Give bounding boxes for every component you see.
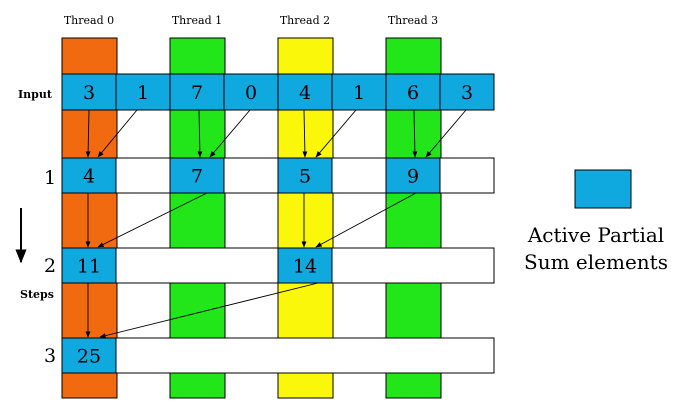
- step-3-label: 3: [44, 345, 56, 367]
- arrow: [302, 109, 308, 158]
- input-cell: [169, 73, 225, 111]
- thread-1-label: Thread 1: [172, 14, 222, 27]
- step-2-label: 2: [44, 255, 56, 277]
- input-row: 3 1 7 0 4 1 6 3: [61, 73, 495, 111]
- legend: Active Partial Sum elements: [524, 169, 668, 274]
- legend-label-line1: Active Partial: [527, 223, 664, 247]
- step-3-cell: [61, 337, 117, 374]
- step-2-cell-value: 14: [293, 256, 317, 278]
- step-1-cell: [385, 157, 441, 194]
- input-cell-value: 1: [353, 82, 365, 104]
- input-cell-value: 1: [137, 82, 149, 104]
- step-1-cell-value: 9: [407, 166, 419, 188]
- arrow: [197, 109, 203, 158]
- step-3-row-outline: [61, 337, 495, 374]
- step-2-cell: [277, 247, 333, 284]
- step-2-row: 11 14: [61, 247, 495, 284]
- legend-swatch: [574, 169, 632, 209]
- step-2-cell: [61, 247, 117, 284]
- input-cell-value: 7: [191, 82, 203, 104]
- input-cell-value: 4: [299, 82, 311, 104]
- thread-2-label: Thread 2: [280, 14, 330, 27]
- input-cell-value: 3: [83, 82, 95, 104]
- step-1-label: 1: [44, 167, 56, 189]
- step-1-row: 4 7 5 9: [61, 157, 495, 194]
- step-3-row: 25: [61, 337, 495, 374]
- input-cell: [223, 73, 279, 111]
- step-1-cell-value: 4: [83, 166, 95, 188]
- step-2-cell-value: 11: [77, 256, 101, 278]
- input-cell: [115, 73, 171, 111]
- steps-label: Steps: [20, 288, 54, 301]
- arrow: [85, 109, 91, 158]
- input-cell-value: 6: [407, 82, 419, 104]
- legend-label-line2: Sum elements: [524, 250, 668, 274]
- step-1-cell: [277, 157, 333, 194]
- arrow: [315, 192, 417, 248]
- input-cell-value: 0: [245, 82, 257, 104]
- step-1-cell-value: 5: [299, 166, 311, 188]
- step-1-cell: [61, 157, 117, 194]
- cell-rows: 3 1 7 0 4 1 6 3 4 7 5 9 11 14 25: [61, 73, 495, 374]
- arrow: [315, 109, 357, 158]
- arrow: [97, 109, 138, 158]
- thread-3-label: Thread 3: [388, 14, 438, 27]
- thread-0-label: Thread 0: [64, 14, 114, 27]
- step-3-cell-value: 25: [77, 346, 101, 368]
- input-cell-value: 3: [461, 82, 473, 104]
- arrow: [97, 192, 208, 248]
- input-cell: [385, 73, 441, 111]
- step-1-cell-value: 7: [191, 166, 203, 188]
- input-cell: [331, 73, 387, 111]
- arrow: [99, 282, 319, 339]
- step-1-cell: [169, 157, 225, 194]
- arrow: [412, 109, 418, 158]
- input-row-label: Input: [18, 88, 53, 101]
- arrow: [425, 109, 467, 158]
- input-cell: [439, 73, 495, 111]
- reduction-arrows: [85, 109, 467, 339]
- arrow: [209, 109, 251, 158]
